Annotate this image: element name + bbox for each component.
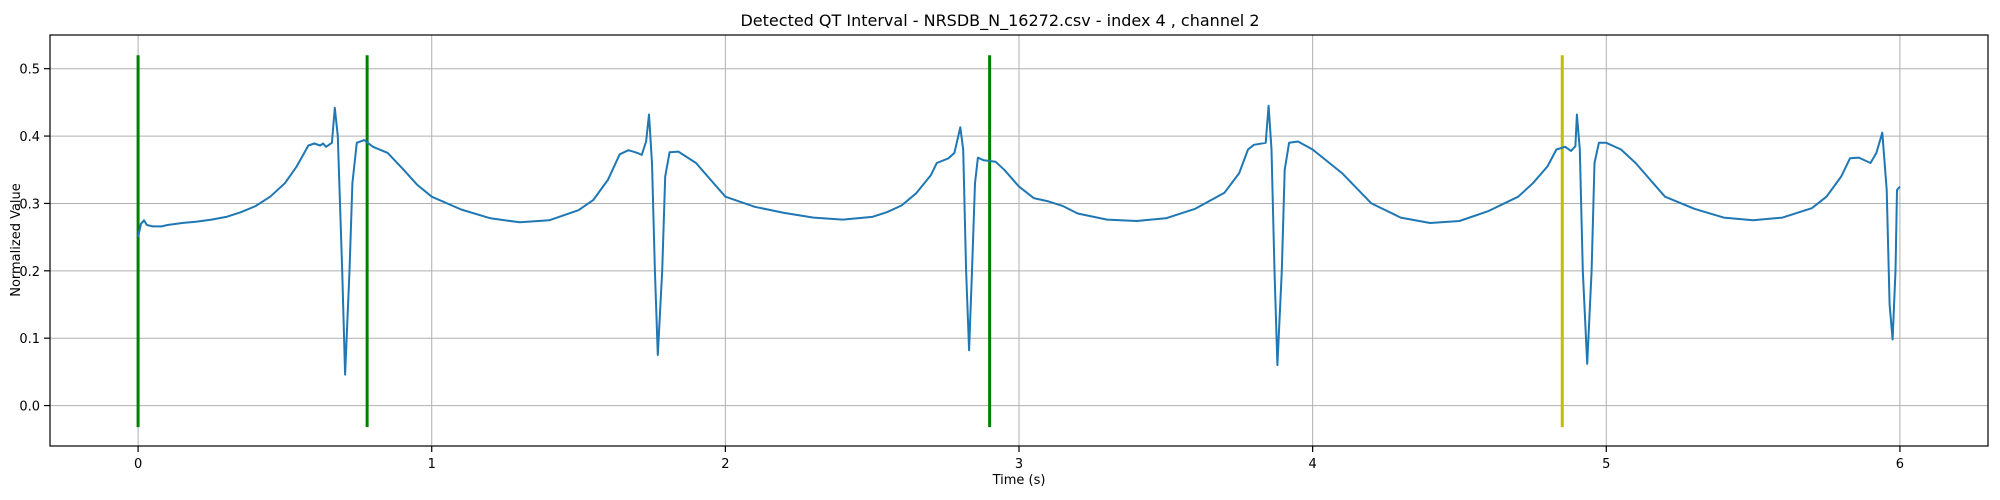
- grid-layer: [50, 35, 1988, 446]
- x-tick-label: 0: [134, 457, 142, 472]
- y-tick-label: 0.4: [19, 130, 40, 145]
- tick-layer: 0 1 2 3 4 5 6 0.0 0.1 0.2 0.3 0.4 0.5: [19, 63, 1904, 472]
- y-tick-label: 0.3: [19, 197, 40, 212]
- x-tick-label: 5: [1602, 457, 1610, 472]
- x-tick-label: 1: [428, 457, 436, 472]
- x-tick-label: 6: [1896, 457, 1904, 472]
- series-layer: [137, 104, 1901, 376]
- chart-title: Detected QT Interval - NRSDB_N_16272.csv…: [740, 11, 1259, 31]
- marker-layer: [136, 55, 1564, 428]
- x-tick-label: 2: [721, 457, 729, 472]
- y-tick-label: 0.1: [19, 332, 40, 347]
- x-tick-label: 3: [1015, 457, 1023, 472]
- x-tick-label: 4: [1308, 457, 1316, 472]
- x-axis-label: Time (s): [992, 473, 1046, 488]
- y-tick-label: 0.5: [19, 63, 40, 78]
- ecg-signal-line: [137, 104, 1901, 376]
- y-tick-label: 0.0: [19, 400, 40, 415]
- y-axis-label: Normalized Value: [9, 183, 24, 297]
- y-tick-label: 0.2: [19, 265, 40, 280]
